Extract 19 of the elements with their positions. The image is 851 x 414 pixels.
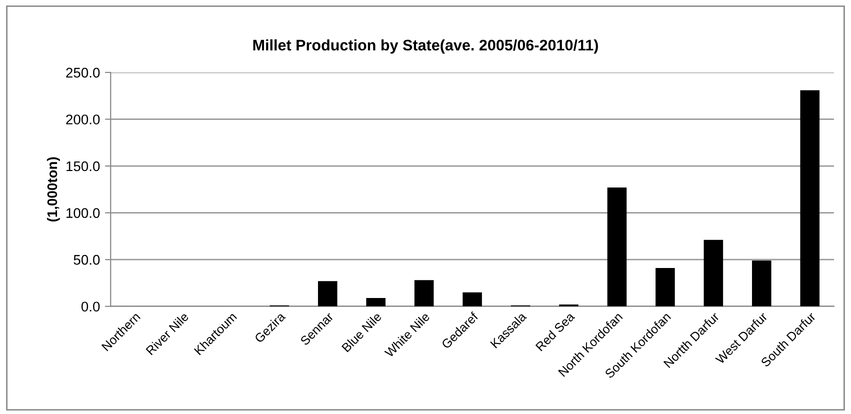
bar [366, 298, 386, 306]
x-tick-label: Red Sea [535, 311, 576, 352]
y-tick-label: 250.0 [66, 68, 100, 78]
bar [414, 280, 434, 306]
y-tick-label: 0.0 [81, 302, 100, 312]
x-tick-label: Blue Nile [341, 312, 382, 352]
bar [656, 268, 675, 306]
y-tick-label: 150.0 [66, 161, 100, 172]
bar [607, 188, 627, 306]
bar [704, 240, 724, 306]
y-tick-label: 100.0 [66, 208, 100, 218]
bar [462, 292, 482, 306]
bar [318, 281, 338, 306]
y-axis-title: (1,000ton) [46, 157, 60, 222]
chart-title: Millet Production by State(ave. 2005/06-2010/11) [253, 39, 598, 54]
bar [800, 90, 820, 306]
bar [752, 260, 772, 306]
y-tick-label: 50.0 [74, 254, 100, 265]
y-tick-label: 200.0 [66, 114, 100, 124]
